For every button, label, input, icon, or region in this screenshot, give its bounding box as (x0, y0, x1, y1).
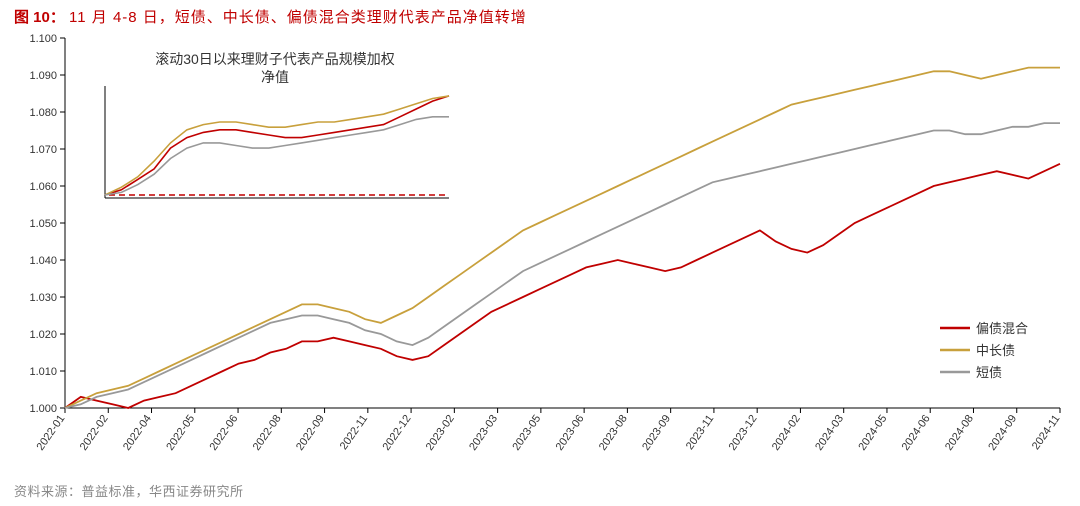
xtick-label: 2023-06 (554, 413, 587, 453)
xtick-label: 2024-05 (856, 413, 889, 453)
xtick-label: 2023-08 (597, 413, 630, 453)
chart-area: 1.000 1.010 1.020 1.030 1.040 1.050 1.060 1.070… (10, 28, 1070, 478)
ytick-label: 1.080 (29, 107, 57, 119)
xtick-label: 2023-05 (510, 413, 543, 453)
ytick-label: 1.030 (29, 292, 57, 304)
xtick-label: 2022-11 (338, 413, 371, 452)
xtick-label: 2024-02 (770, 413, 803, 453)
xtick-label: 2023-02 (424, 413, 457, 453)
xtick-label: 2024-06 (900, 413, 933, 453)
ytick-label: 1.100 (29, 33, 57, 45)
figure-title: 图 10： 11 月 4-8 日，短债、中长债、偏债混合类理财代表产品净值转增 (0, 0, 1080, 31)
xtick-label: 2022-02 (78, 413, 111, 453)
inset-series-line (105, 117, 449, 195)
ytick-label: 1.040 (29, 255, 57, 267)
xtick-label: 2023-11 (684, 413, 717, 452)
legend-label: 中长债 (976, 343, 1015, 358)
title-main: 11 月 4-8 日，短债、中长债、偏债混合类理财代表产品净值转增 (69, 9, 527, 26)
xtick-label: 2023-09 (640, 413, 673, 453)
xtick-label: 2022-12 (381, 413, 414, 453)
inset-title-line2: 净值 (261, 69, 289, 85)
xtick-label: 2024-09 (986, 413, 1019, 453)
series-line (65, 123, 1060, 408)
source-text: 资料来源：普益标准，华西证券研究所 (14, 481, 244, 500)
series-line (65, 68, 1060, 408)
legend-label: 短债 (976, 365, 1002, 380)
xtick-label: 2024-03 (813, 413, 846, 453)
figure-container: 图 10： 11 月 4-8 日，短债、中长债、偏债混合类理财代表产品净值转增 … (0, 0, 1080, 506)
xtick-label: 2023-03 (467, 413, 500, 453)
series-line (65, 164, 1060, 408)
xtick-label: 2022-06 (208, 413, 241, 453)
xtick-label: 2023-12 (727, 413, 760, 453)
inset-series-line (105, 96, 449, 195)
inset-series-line (105, 96, 449, 195)
xtick-label: 2022-04 (121, 413, 154, 453)
xtick-label: 2022-01 (34, 413, 67, 453)
title-prefix: 图 10： (14, 9, 65, 26)
ytick-label: 1.070 (29, 144, 57, 156)
xtick-label: 2022-09 (294, 413, 327, 453)
ytick-label: 1.010 (29, 366, 57, 378)
xtick-label: 2022-05 (164, 413, 197, 453)
main-chart-svg: 1.000 1.010 1.020 1.030 1.040 1.050 1.060 1.070… (10, 28, 1070, 478)
xtick-label: 2024-11 (1030, 413, 1063, 452)
legend-label: 偏债混合 (976, 321, 1028, 336)
xtick-label: 2024-08 (943, 413, 976, 453)
ytick-label: 1.090 (29, 70, 57, 82)
ytick-label: 1.050 (29, 218, 57, 230)
ytick-label: 1.000 (29, 403, 57, 415)
ytick-label: 1.060 (29, 181, 57, 193)
ytick-label: 1.020 (29, 329, 57, 341)
xtick-label: 2022-08 (251, 413, 284, 453)
inset-title-line1: 滚动30日以来理财子代表产品规模加权 (155, 51, 395, 67)
